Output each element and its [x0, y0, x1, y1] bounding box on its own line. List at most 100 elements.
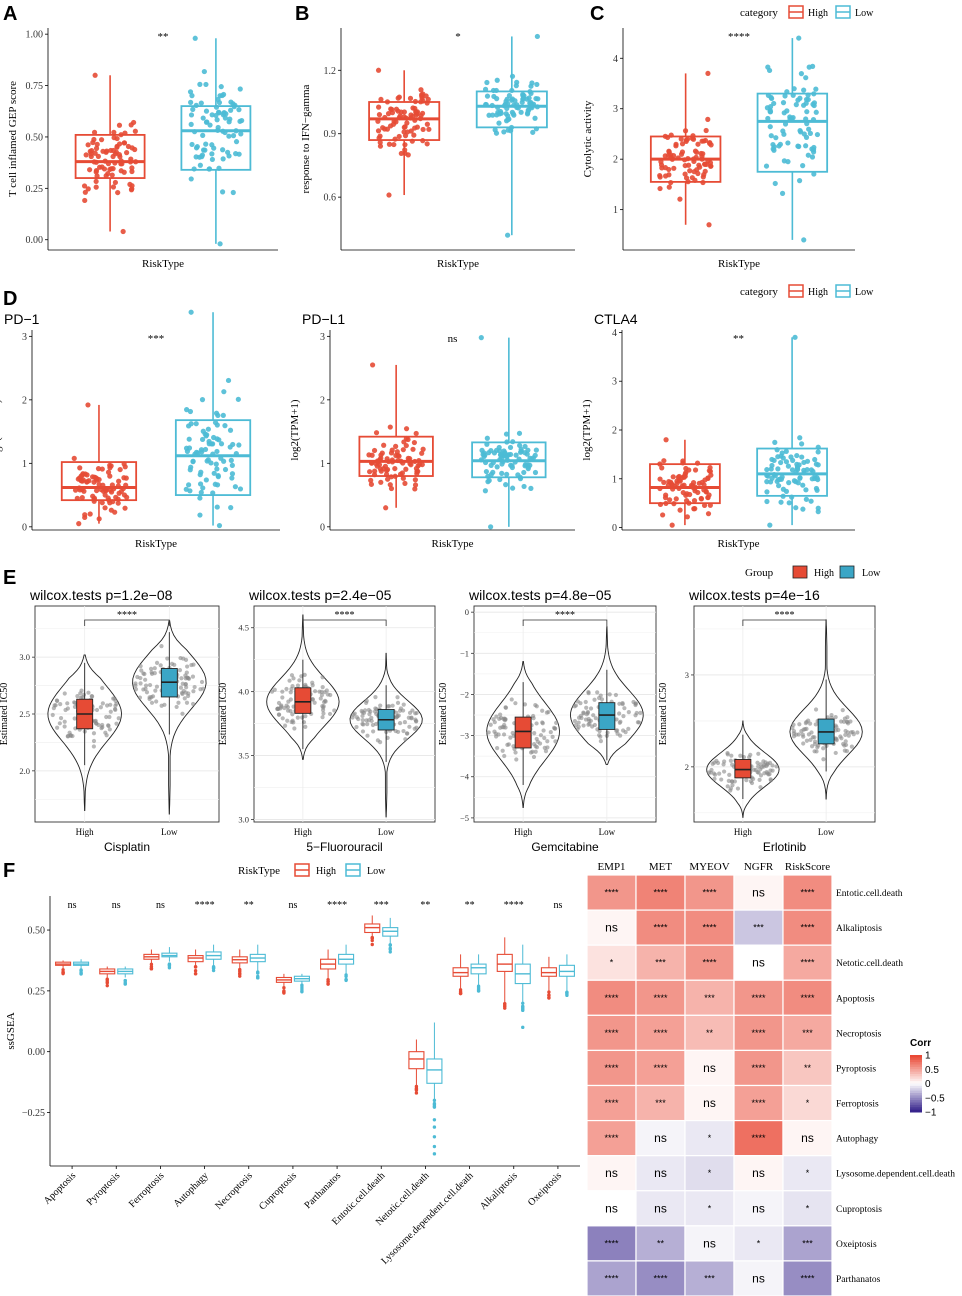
data-point	[192, 35, 198, 41]
x-tick-label: Apoptosis	[42, 1170, 79, 1207]
data-point	[81, 692, 87, 697]
data-point	[825, 715, 830, 720]
data-point	[147, 682, 153, 688]
data-point	[214, 448, 220, 455]
data-point	[81, 488, 87, 494]
data-point	[516, 430, 523, 436]
data-point	[312, 700, 317, 705]
data-point	[373, 430, 380, 436]
outlier-point	[149, 964, 154, 969]
data-point	[803, 496, 809, 502]
outlier-point	[432, 1144, 437, 1149]
data-point	[288, 697, 293, 702]
data-point	[91, 129, 98, 135]
data-point	[801, 459, 807, 466]
chart-title: wilcox.tests p=1.2e−08	[29, 587, 173, 603]
data-point	[112, 179, 119, 186]
data-point	[488, 524, 494, 530]
data-point	[532, 469, 539, 476]
data-point	[511, 112, 517, 118]
data-point	[833, 728, 838, 733]
data-point	[770, 146, 776, 152]
data-point	[102, 492, 108, 498]
data-point	[509, 464, 515, 471]
data-point	[533, 447, 539, 453]
data-point	[796, 178, 803, 184]
data-point	[727, 772, 732, 777]
data-point	[689, 175, 695, 181]
data-point	[183, 657, 189, 662]
data-point	[522, 450, 528, 456]
y-tick-label: 0.9	[324, 129, 337, 140]
x-tick-label: High	[734, 827, 753, 837]
data-point	[805, 152, 811, 158]
data-point	[607, 692, 612, 697]
data-point	[548, 730, 553, 735]
box-high	[294, 687, 312, 714]
heatmap-cell-label: ***	[802, 1238, 813, 1248]
data-point	[85, 142, 91, 148]
panel-letter-a: A	[3, 3, 17, 25]
data-point	[738, 753, 743, 758]
data-point	[420, 446, 426, 452]
chart-D1: 0 1 2 3 log2(TPM+1) RiskType *** PD−1	[0, 309, 280, 550]
data-point	[190, 701, 196, 707]
outlier-point	[256, 971, 260, 975]
significance-label: *	[455, 31, 461, 43]
data-point	[807, 721, 813, 726]
data-point	[120, 228, 126, 235]
data-point	[109, 172, 115, 178]
data-point	[843, 732, 848, 738]
data-point	[833, 750, 838, 756]
data-point	[800, 732, 805, 737]
data-point	[838, 734, 843, 739]
box-high	[514, 716, 532, 749]
data-point	[815, 476, 821, 483]
data-point	[222, 423, 228, 429]
data-point	[617, 711, 622, 716]
data-point	[593, 716, 598, 721]
data-point	[114, 135, 120, 142]
data-point	[662, 173, 669, 179]
chart-title: CTLA4	[594, 311, 638, 327]
heatmap-cell	[733, 979, 784, 1016]
heatmap-cell-label: ****	[751, 1098, 766, 1108]
data-point	[112, 706, 118, 712]
data-point	[633, 702, 638, 708]
legend-title: category	[740, 286, 778, 298]
data-point	[180, 681, 185, 686]
data-point	[198, 469, 204, 475]
data-point	[207, 122, 213, 128]
data-point	[691, 498, 698, 504]
data-point	[218, 84, 224, 90]
data-point	[183, 486, 189, 492]
data-point	[87, 167, 93, 173]
box-high	[358, 435, 434, 477]
data-point	[198, 687, 203, 692]
data-point	[113, 698, 118, 704]
outlier-point	[344, 977, 348, 982]
x-tick-label: Ferroptosis	[127, 1170, 167, 1210]
data-point	[620, 701, 625, 707]
data-point	[189, 141, 195, 148]
data-point	[814, 749, 819, 754]
heatmap-row-label: Lysosome.dependent.cell.death	[836, 1170, 955, 1180]
heatmap-row-label: Netotic.cell.death	[836, 959, 903, 969]
data-point	[406, 715, 411, 720]
y-tick-label: 3.0	[238, 814, 249, 824]
data-point	[129, 165, 135, 171]
outlier-point	[432, 1098, 437, 1103]
data-point	[174, 704, 179, 710]
data-point	[238, 131, 244, 137]
outlier-point	[344, 974, 348, 979]
heatmap-cell-label: ns	[654, 1201, 667, 1215]
data-point	[104, 148, 110, 154]
heatmap-cell-label: *	[806, 1098, 810, 1108]
data-point	[393, 728, 398, 734]
data-point	[676, 473, 682, 480]
data-point	[833, 715, 838, 720]
data-point	[532, 452, 538, 458]
data-point	[702, 161, 708, 167]
heatmap-cell	[782, 909, 833, 946]
outlier-point	[326, 979, 330, 983]
